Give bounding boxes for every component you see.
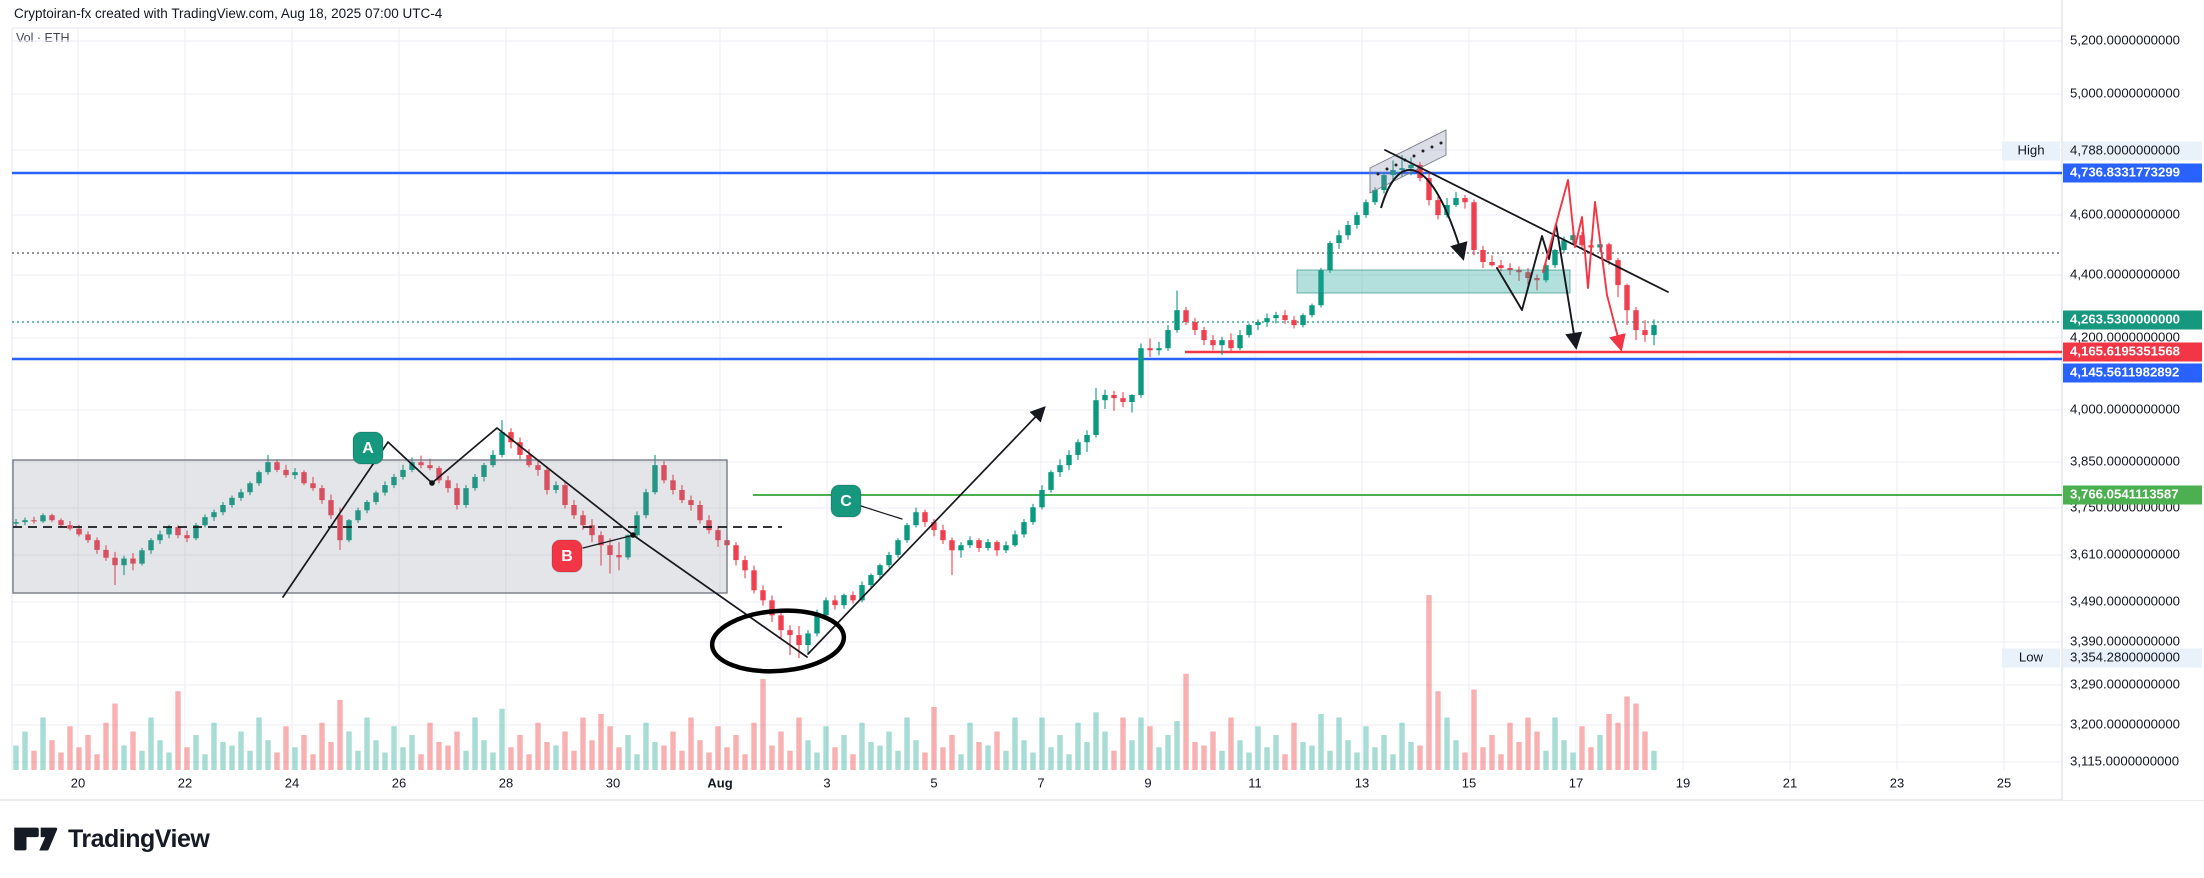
- wave-label-a[interactable]: A: [352, 431, 384, 465]
- svg-text:3,290.0000000000: 3,290.0000000000: [2070, 676, 2180, 691]
- svg-text:5,000.0000000000: 5,000.0000000000: [2070, 85, 2180, 100]
- tradingview-logo[interactable]: TradingView: [12, 822, 210, 856]
- svg-text:4,736.8331773299: 4,736.8331773299: [2070, 164, 2180, 179]
- svg-text:Low: Low: [2019, 649, 2044, 664]
- svg-text:3,850.0000000000: 3,850.0000000000: [2070, 453, 2180, 468]
- price-level-lines: [12, 171, 2062, 496]
- gray-range-box: [12, 459, 782, 594]
- svg-text:11: 11: [1248, 775, 1262, 790]
- svg-text:7: 7: [1037, 775, 1044, 790]
- svg-text:A: A: [362, 440, 374, 457]
- svg-text:15: 15: [1462, 775, 1476, 790]
- svg-text:22: 22: [178, 775, 192, 790]
- drawing-annotations: [282, 149, 1669, 674]
- svg-text:3,354.2800000000: 3,354.2800000000: [2070, 649, 2180, 664]
- svg-text:19: 19: [1676, 775, 1690, 790]
- svg-text:3,766.0541113587: 3,766.0541113587: [2070, 486, 2179, 501]
- wave-label-b[interactable]: B: [551, 539, 583, 573]
- svg-text:4,400.0000000000: 4,400.0000000000: [2070, 266, 2180, 281]
- svg-text:30: 30: [606, 775, 620, 790]
- svg-text:24: 24: [285, 775, 299, 790]
- svg-text:25: 25: [1997, 775, 2011, 790]
- svg-text:3,115.0000000000: 3,115.0000000000: [2070, 753, 2179, 768]
- svg-text:C: C: [840, 493, 852, 510]
- time-axis[interactable]: 20 22 24 26 28 30 Aug 3 5 7 9 11 13 15 17 19 21 23 25: [71, 775, 2011, 790]
- svg-text:21: 21: [1783, 775, 1797, 790]
- svg-text:4,600.0000000000: 4,600.0000000000: [2070, 206, 2180, 221]
- svg-text:28: 28: [499, 775, 513, 790]
- grid-lines: [12, 28, 2062, 770]
- svg-text:4,788.0000000000: 4,788.0000000000: [2070, 142, 2180, 157]
- price-badge: [2063, 163, 2202, 183]
- svg-text:3,610.0000000000: 3,610.0000000000: [2070, 546, 2180, 561]
- price-badge: [2063, 485, 2202, 505]
- price-axis[interactable]: 5,200.0000000000 5,000.0000000000 4,600.00…: [2002, 0, 2204, 800]
- volume-bars[interactable]: [13, 595, 1657, 770]
- price-badge: [2063, 310, 2202, 330]
- candlesticks[interactable]: [13, 155, 1657, 659]
- svg-text:9: 9: [1144, 775, 1151, 790]
- svg-text:4,000.0000000000: 4,000.0000000000: [2070, 401, 2180, 416]
- price-badge: [2063, 342, 2202, 362]
- svg-text:5,200.0000000000: 5,200.0000000000: [2070, 32, 2180, 47]
- wave-label-c[interactable]: C: [830, 484, 862, 518]
- svg-text:Aug: Aug: [707, 775, 732, 790]
- tradingview-logo-text: TradingView: [68, 824, 210, 853]
- pane-borders: [0, 0, 2204, 801]
- tradingview-logo-icon: [14, 827, 58, 851]
- svg-text:4,200.0000000000: 4,200.0000000000: [2070, 329, 2180, 344]
- svg-text:20: 20: [71, 775, 85, 790]
- svg-text:3: 3: [823, 775, 830, 790]
- svg-text:13: 13: [1355, 775, 1369, 790]
- svg-text:17: 17: [1569, 775, 1583, 790]
- svg-text:High: High: [2017, 142, 2044, 157]
- svg-text:3,490.0000000000: 3,490.0000000000: [2070, 593, 2180, 608]
- svg-text:26: 26: [392, 775, 406, 790]
- svg-text:4,165.6195351568: 4,165.6195351568: [2070, 343, 2180, 358]
- svg-text:B: B: [561, 548, 573, 565]
- svg-text:5: 5: [930, 775, 937, 790]
- chart-title: Cryptoiran-fx created with TradingView.c…: [14, 6, 443, 21]
- price-badge: [2063, 363, 2202, 383]
- svg-text:23: 23: [1890, 775, 1904, 790]
- svg-text:4,263.5300000000: 4,263.5300000000: [2070, 311, 2180, 326]
- svg-text:4,145.5611982892: 4,145.5611982892: [2070, 364, 2179, 379]
- svg-text:3,200.0000000000: 3,200.0000000000: [2070, 716, 2180, 731]
- svg-text:3,390.0000000000: 3,390.0000000000: [2070, 633, 2180, 648]
- wave-labels[interactable]: A B C: [352, 431, 862, 573]
